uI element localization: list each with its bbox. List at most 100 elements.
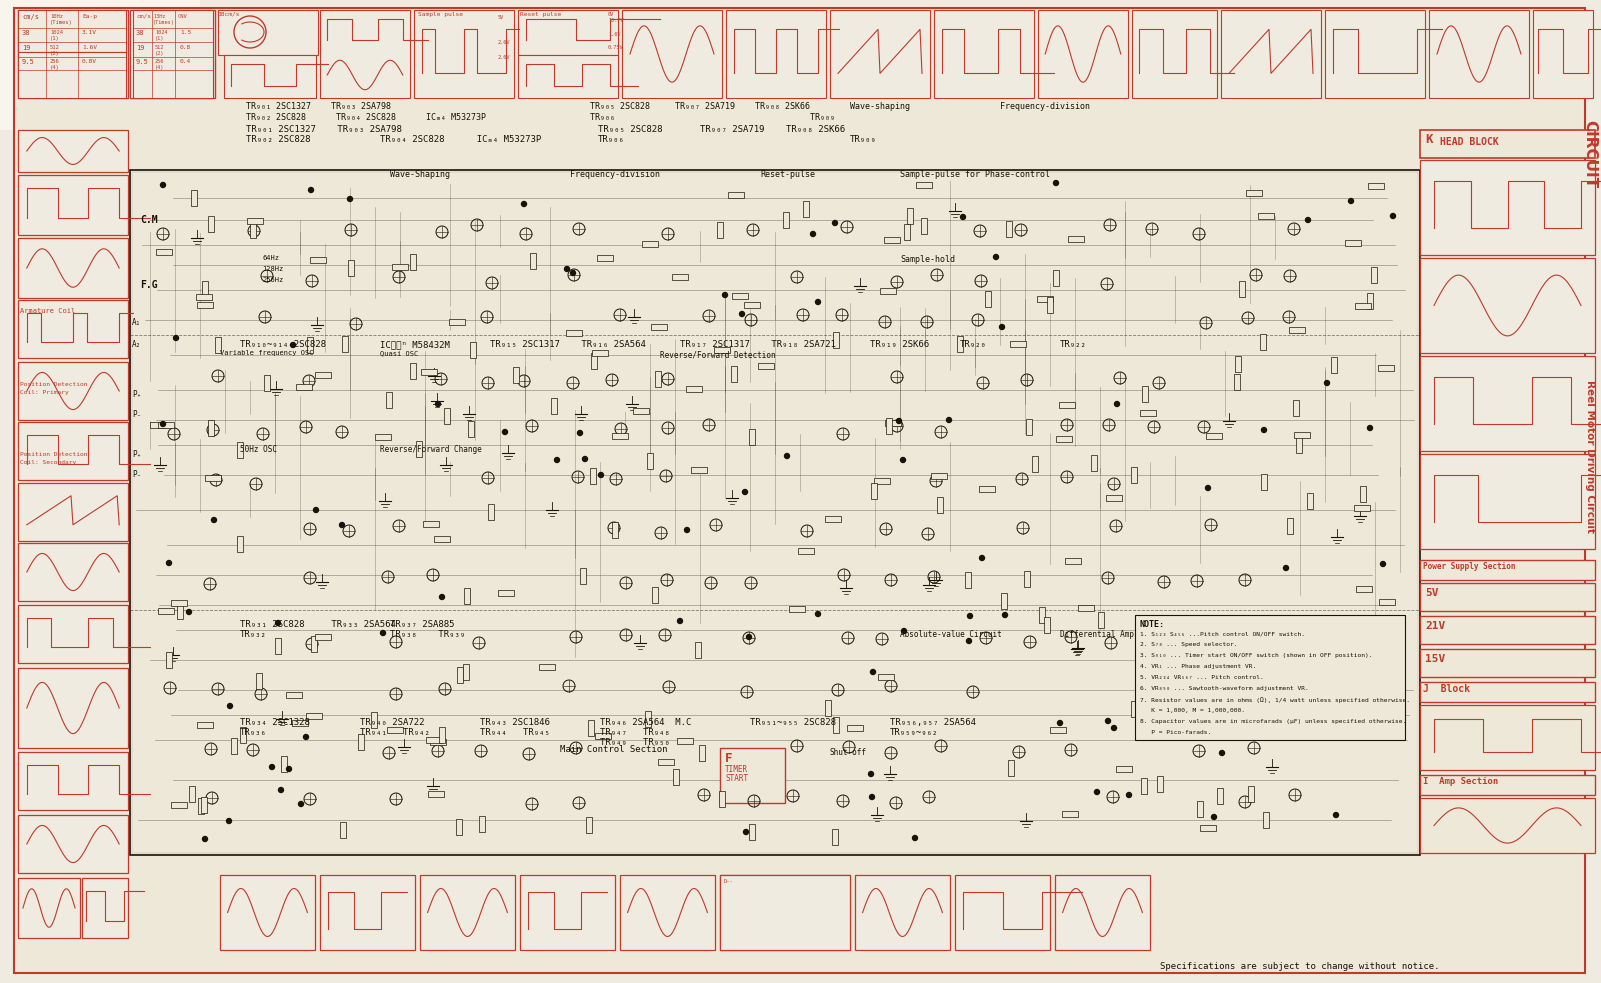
Bar [597,255,613,261]
Bar [591,353,597,369]
Text: TIMER: TIMER [725,765,748,774]
Text: Quasi OSC: Quasi OSC [379,350,418,356]
Bar [426,737,442,743]
Bar [749,429,756,445]
Circle shape [298,801,304,806]
Bar [985,291,991,307]
Circle shape [1367,426,1372,431]
Circle shape [309,188,314,193]
Bar [421,369,437,375]
Bar [439,727,445,743]
Bar [720,748,784,803]
Text: TR₉₄₁   TR₉₄₂: TR₉₄₁ TR₉₄₂ [360,728,431,737]
Bar [933,10,1034,98]
Text: TR₉₄₉   TR₉₅₀: TR₉₄₉ TR₉₅₀ [600,738,669,747]
Text: 38cm/s: 38cm/s [218,12,240,17]
Text: Main Control Section: Main Control Section [560,745,668,754]
Circle shape [1212,815,1217,820]
Circle shape [999,324,1004,329]
Bar [965,572,970,588]
Circle shape [269,765,274,770]
Bar [1116,766,1132,772]
Text: ICᴄᴏⁿ M58432M: ICᴄᴏⁿ M58432M [379,340,450,349]
Bar [720,875,850,950]
Text: TR₉₄₆ 2SA564  M.C: TR₉₄₆ 2SA564 M.C [600,718,692,727]
Text: P₊: P₊ [131,390,141,399]
Text: P = Pico-farads.: P = Pico-farads. [1140,730,1212,735]
Circle shape [583,456,588,461]
Text: Coil: Secondary: Coil: Secondary [19,460,77,465]
Bar [1310,699,1326,705]
Bar [847,725,863,731]
Text: 512
(2): 512 (2) [155,45,165,56]
Bar [488,504,495,520]
Text: 5V: 5V [498,15,504,20]
Text: Reset-pulse: Reset-pulse [760,170,815,179]
Bar [423,521,439,527]
Circle shape [871,669,876,674]
Bar [829,10,930,98]
Bar [1037,10,1129,98]
Bar [677,738,693,744]
Bar [1367,293,1374,309]
Bar [1354,303,1370,309]
Bar [18,130,128,172]
Bar [18,10,126,52]
Bar [804,201,809,217]
Text: TR₉₀₂ 2SC828: TR₉₀₂ 2SC828 [247,135,311,144]
Bar [464,588,471,604]
Text: 8. Capacitor values are in microfarads (µF) unless specified otherwise.: 8. Capacitor values are in microfarads (… [1140,719,1406,724]
Text: Power Supply Section: Power Supply Section [1423,562,1516,571]
Circle shape [202,837,208,841]
Text: CIRCUIT: CIRCUIT [1582,120,1598,188]
Bar [224,55,315,98]
Bar [1065,558,1081,564]
Bar [1053,270,1058,286]
Circle shape [1095,789,1100,794]
Bar [1047,297,1053,313]
Bar [18,422,128,480]
Circle shape [961,214,965,219]
Text: TR₉₃₂: TR₉₃₂ [240,630,267,639]
Bar [1001,593,1007,609]
Circle shape [565,266,570,271]
Bar [1420,130,1595,158]
Bar [1420,160,1595,255]
Bar [456,819,463,835]
Text: F: F [725,752,733,765]
Bar [320,10,410,98]
Bar [592,350,608,356]
Bar [1420,454,1595,549]
Text: 9.5: 9.5 [22,59,35,65]
Bar [456,667,463,683]
Bar [695,642,701,658]
Bar [884,237,900,243]
Bar [158,422,175,428]
Circle shape [900,457,906,462]
Bar [131,172,1418,853]
Text: Reel Motor Driving Circuit: Reel Motor Driving Circuit [1585,380,1595,533]
Bar [18,238,128,298]
Bar [1430,10,1529,98]
Circle shape [1366,732,1370,737]
Text: 1024
(1): 1024 (1) [50,30,62,41]
Text: Reverse/Forward Detection: Reverse/Forward Detection [660,350,775,359]
Bar [591,468,596,484]
Bar [1135,615,1406,740]
Bar [874,478,890,484]
Bar [155,249,171,255]
Text: TR₉₃₇ 2SA885: TR₉₃₇ 2SA885 [391,620,455,629]
Bar [1295,437,1302,453]
Circle shape [833,220,837,225]
Text: 256Hz: 256Hz [263,277,283,283]
Text: TR₉₀₉: TR₉₀₉ [850,135,877,144]
Bar [652,324,668,330]
Circle shape [599,473,604,478]
Text: Variable frequency OSC: Variable frequency OSC [219,350,314,356]
Bar [347,260,354,276]
Text: TR₉₃₁ 2SC828     TR₉₃₃ 2SA564: TR₉₃₁ 2SC828 TR₉₃₃ 2SA564 [240,620,395,629]
Text: TR₉₂₂: TR₉₂₂ [1060,340,1087,349]
Bar [158,608,175,614]
Text: Differential Amp: Differential Amp [1060,630,1134,639]
Bar [1130,467,1137,483]
